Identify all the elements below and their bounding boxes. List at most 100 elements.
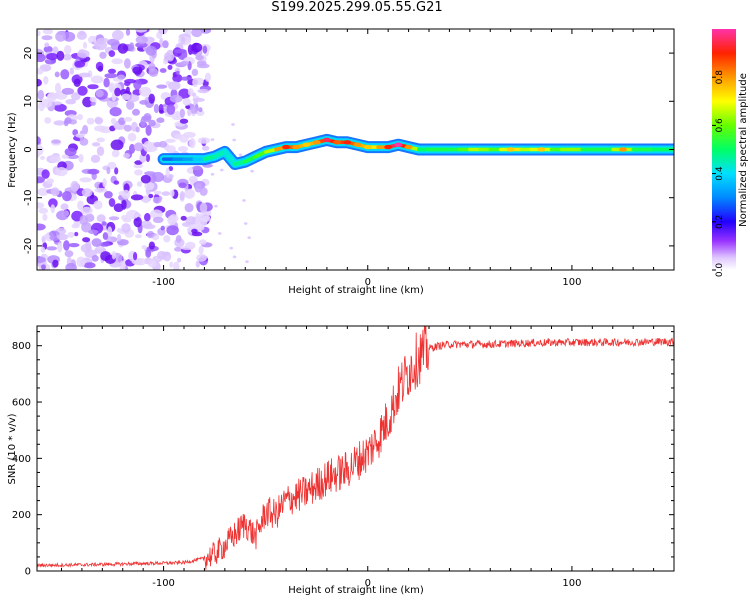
noise-blob bbox=[116, 227, 123, 233]
noise-blob bbox=[133, 142, 144, 152]
noise-blob bbox=[83, 262, 96, 269]
noise-blob bbox=[179, 191, 185, 201]
noise-blob bbox=[123, 153, 130, 159]
noise-blob bbox=[67, 231, 75, 238]
noise-blob bbox=[133, 252, 138, 261]
noise-blob bbox=[53, 120, 66, 126]
noise-blob bbox=[169, 94, 183, 103]
noise-blob bbox=[141, 245, 147, 250]
noise-blob bbox=[191, 29, 203, 38]
snr-series-line bbox=[37, 326, 674, 570]
noise-blob bbox=[132, 108, 140, 116]
noise-blob bbox=[218, 232, 222, 235]
noise-blob bbox=[41, 35, 53, 41]
noise-blob bbox=[37, 223, 46, 231]
noise-blob bbox=[129, 42, 135, 52]
noise-blobs bbox=[37, 29, 254, 270]
noise-blob bbox=[126, 94, 140, 103]
noise-blob bbox=[74, 60, 86, 68]
noise-blob bbox=[62, 210, 70, 217]
ridge-peak bbox=[343, 140, 352, 145]
noise-blob bbox=[73, 78, 81, 88]
noise-blob bbox=[148, 68, 159, 77]
ridge-peak bbox=[619, 147, 627, 152]
noise-blob bbox=[63, 53, 72, 61]
x-tick-label: 0 bbox=[365, 277, 371, 288]
noise-blob bbox=[199, 187, 208, 196]
colorbar-tick-label: 0.8 bbox=[715, 70, 725, 85]
y-tick-label: 200 bbox=[12, 510, 31, 521]
noise-blob bbox=[108, 198, 116, 207]
ridge-segment bbox=[212, 150, 227, 159]
noise-blob bbox=[40, 246, 46, 253]
noise-blob bbox=[121, 223, 131, 233]
noise-blob bbox=[143, 141, 153, 152]
noise-blob bbox=[147, 259, 157, 268]
noise-blob bbox=[143, 113, 152, 123]
noise-blob bbox=[167, 64, 173, 70]
noise-blob bbox=[192, 97, 205, 102]
noise-blob bbox=[75, 133, 85, 138]
noise-blob bbox=[110, 139, 124, 151]
noise-blob bbox=[194, 217, 208, 228]
noise-blob bbox=[145, 124, 152, 136]
noise-blob bbox=[37, 187, 49, 196]
noise-blob bbox=[112, 29, 124, 41]
noise-blob bbox=[91, 255, 99, 262]
noise-blob bbox=[185, 105, 191, 109]
noise-blob bbox=[108, 68, 116, 74]
noise-blob bbox=[125, 29, 131, 36]
ridge-segment bbox=[243, 154, 258, 164]
noise-blob bbox=[183, 131, 196, 138]
noise-blob bbox=[198, 245, 204, 255]
ridge-peak bbox=[537, 147, 546, 152]
noise-blob bbox=[184, 188, 195, 199]
noise-blob bbox=[168, 81, 181, 91]
noise-blob bbox=[99, 242, 111, 247]
noise-blob bbox=[102, 178, 107, 188]
y-tick-label: -10 bbox=[23, 190, 34, 206]
noise-blob bbox=[94, 187, 108, 193]
noise-blob bbox=[130, 194, 144, 201]
spectrogram-y-label: Frequency (Hz) bbox=[7, 112, 18, 188]
noise-blob bbox=[87, 84, 99, 90]
noise-blob bbox=[108, 84, 114, 91]
noise-blob bbox=[178, 88, 191, 99]
noise-blob bbox=[124, 81, 131, 87]
noise-blob bbox=[171, 115, 184, 121]
ridge-peak bbox=[506, 147, 515, 152]
y-tick-label: 20 bbox=[23, 47, 34, 60]
noise-blob bbox=[194, 182, 202, 193]
noise-blob bbox=[38, 207, 49, 214]
noise-blob bbox=[179, 108, 185, 118]
noise-blob bbox=[187, 88, 194, 96]
noise-blob bbox=[139, 86, 152, 97]
noise-blob bbox=[91, 142, 101, 147]
noise-blob bbox=[55, 31, 66, 42]
noise-blob bbox=[166, 104, 176, 115]
noise-blob bbox=[117, 233, 122, 242]
noise-blob bbox=[55, 167, 68, 177]
noise-blob bbox=[139, 100, 149, 105]
noise-blob bbox=[47, 92, 57, 102]
noise-blob bbox=[109, 107, 122, 117]
noise-blob bbox=[191, 42, 203, 53]
noise-blob bbox=[37, 136, 41, 145]
noise-blob bbox=[37, 256, 46, 263]
ridge-peak bbox=[312, 140, 321, 145]
noise-blob bbox=[144, 181, 155, 191]
noise-blob bbox=[184, 203, 194, 213]
noise-blob bbox=[37, 53, 46, 63]
snr-x-label: Height of straight line (km) bbox=[288, 585, 424, 596]
colorbar: 0.0 0.2 0.4 0.6 0.8 Normalized spectral ampl… bbox=[712, 29, 749, 277]
noise-blob bbox=[197, 88, 209, 94]
noise-blob bbox=[180, 245, 194, 250]
noise-blob bbox=[156, 84, 168, 89]
noise-blob bbox=[220, 168, 224, 172]
noise-blob bbox=[133, 163, 144, 169]
noise-blob bbox=[52, 259, 59, 268]
noise-blob bbox=[93, 200, 103, 210]
noise-blob bbox=[80, 206, 93, 215]
